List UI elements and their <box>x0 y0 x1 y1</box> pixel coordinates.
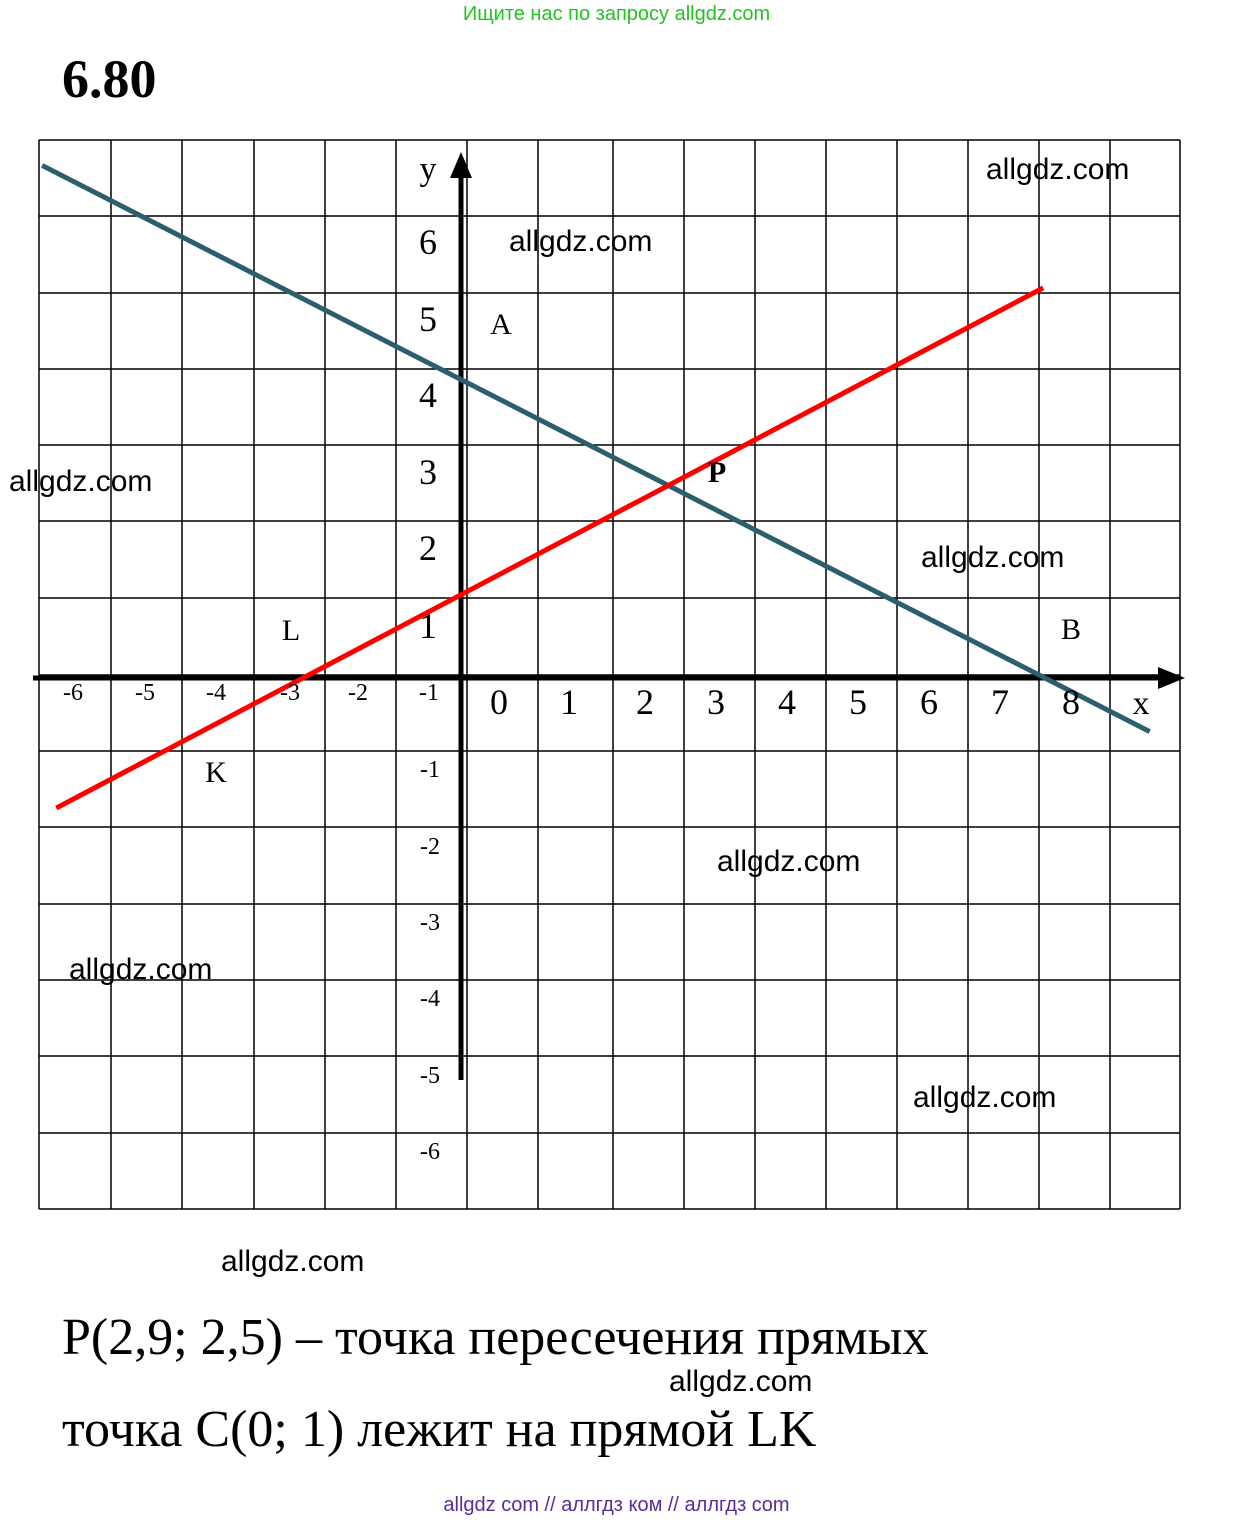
watermark: allgdz.com <box>921 541 1065 574</box>
y-axis-label: y <box>420 151 437 188</box>
y-tick-label: -3 <box>420 910 440 936</box>
x-tick-label: 2 <box>636 682 654 722</box>
x-tick-label: 3 <box>707 682 725 722</box>
x-tick-label: -5 <box>135 680 155 706</box>
x-tick-label: 6 <box>920 682 938 722</box>
site-hint: Ищите нас по запросу allgdz.com <box>462 3 771 25</box>
y-axis-arrow-icon <box>450 152 472 178</box>
point-label-p: P <box>708 456 726 489</box>
watermark: allgdz.com <box>913 1081 1057 1114</box>
x-tick-label: 0 <box>490 682 508 722</box>
y-tick-label: -6 <box>420 1139 440 1165</box>
point-label-k: K <box>205 756 227 789</box>
footer-watermark: allgdz com // аллгдз ком // аллгдз com <box>443 1494 790 1516</box>
watermark: allgdz.com <box>509 225 653 258</box>
y-tick-label: 6 <box>419 222 437 262</box>
x-tick-label: 4 <box>778 682 796 722</box>
y-tick-label: -4 <box>420 986 440 1012</box>
x-axis-label: x <box>1133 685 1150 722</box>
x-tick-label: 7 <box>991 682 1009 722</box>
x-axis-arrow-icon <box>1158 667 1185 689</box>
y-tick-label: 5 <box>419 299 437 339</box>
x-tick-label: 1 <box>560 682 578 722</box>
y-tick-label: -5 <box>420 1063 440 1089</box>
watermark: allgdz.com <box>717 845 861 878</box>
line-ab <box>40 163 1151 734</box>
y-tick-label: -2 <box>420 834 440 860</box>
y-tick-label: 2 <box>419 528 437 568</box>
point-label-b: B <box>1061 613 1081 646</box>
point-label-l: L <box>282 614 300 647</box>
watermark: allgdz.com <box>221 1245 365 1278</box>
y-tick-label: 3 <box>419 452 437 492</box>
watermark: allgdz.com <box>669 1365 813 1398</box>
x-tick-label: -2 <box>348 680 368 706</box>
watermark: allgdz.com <box>69 953 213 986</box>
x-tick-label: 5 <box>849 682 867 722</box>
x-tick-label: -1 <box>419 680 439 706</box>
x-tick-label: -4 <box>206 680 226 706</box>
answer-line-1: P(2,9; 2,5) – точка пересечения прямых <box>62 1309 929 1366</box>
x-tick-label: -3 <box>280 680 300 706</box>
watermark: allgdz.com <box>9 465 153 498</box>
answer-line-2: точка C(0; 1) лежит на прямой LK <box>62 1401 817 1458</box>
y-tick-label: 1 <box>419 606 437 646</box>
y-tick-label: -1 <box>420 757 440 783</box>
point-label-a: A <box>490 308 512 341</box>
x-tick-label: -6 <box>63 680 83 706</box>
watermark: allgdz.com <box>986 153 1130 186</box>
line-kl <box>55 285 1045 811</box>
y-tick-label: 4 <box>419 375 437 415</box>
problem-number: 6.80 <box>62 49 157 109</box>
x-tick-label: 8 <box>1062 682 1080 722</box>
